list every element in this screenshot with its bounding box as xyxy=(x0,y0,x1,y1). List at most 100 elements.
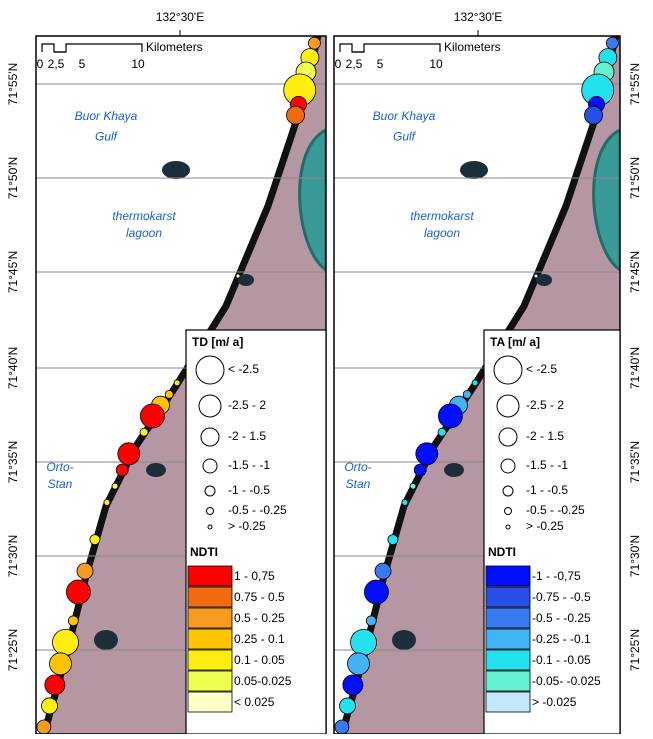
latitude-label: 71°35'N xyxy=(6,441,20,483)
legend-size xyxy=(497,395,519,417)
shoreline-circle xyxy=(416,443,438,465)
shoreline-circle xyxy=(112,483,118,489)
legend-size-label: > -0.25 xyxy=(526,519,564,533)
latitude-label: 71°50'N xyxy=(6,157,20,199)
legend-swatch xyxy=(486,671,530,691)
legend-swatch xyxy=(486,587,530,607)
legend-title: TA [m/ a] xyxy=(490,335,540,349)
legend-size xyxy=(207,508,214,515)
legend-size-label: > -0.25 xyxy=(228,519,266,533)
legend-size-label: -1 - -0.5 xyxy=(228,483,270,497)
place-name: lagoon xyxy=(126,226,162,240)
lake xyxy=(162,161,190,179)
latitude-label: 71°35'N xyxy=(628,441,642,483)
shoreline-circle xyxy=(463,390,471,398)
shoreline-circle xyxy=(410,483,416,489)
latitude-label: 71°30'N xyxy=(628,535,642,577)
place-name: thermokarst xyxy=(112,209,176,223)
legend-size xyxy=(499,428,517,446)
shoreline-circle xyxy=(375,563,391,579)
latitude-label: 71°55'N xyxy=(628,63,642,105)
meridian-label: 132°30'E xyxy=(156,10,204,24)
lake xyxy=(146,463,166,477)
legend-swatch xyxy=(188,650,232,670)
legend-swatch xyxy=(486,608,530,628)
place-name: Buor Khaya xyxy=(75,109,138,123)
legend-class-label: 0.1 - 0.05 xyxy=(234,653,285,667)
shoreline-circle xyxy=(118,443,140,465)
legend-class-label: 0.05-0.025 xyxy=(234,674,292,688)
shoreline-circle xyxy=(116,464,128,476)
shoreline-circle xyxy=(343,675,363,695)
scale-tick: 10 xyxy=(131,57,145,71)
latitude-label: 71°45'N xyxy=(628,251,642,293)
shoreline-circle xyxy=(308,37,320,49)
latitude-label: 71°40'N xyxy=(628,347,642,389)
scale-tick: 2,5 xyxy=(346,57,363,71)
legend-swatch xyxy=(486,650,530,670)
scale-tick: 5 xyxy=(377,57,384,71)
lake xyxy=(444,463,464,477)
legend-swatch xyxy=(188,566,232,586)
legend-class-label: < 0.025 xyxy=(234,695,275,709)
place-name: Buor Khaya xyxy=(373,109,436,123)
legend-class-label: -0.1 - -0.05 xyxy=(532,653,591,667)
shoreline-circle xyxy=(364,580,388,604)
legend-size xyxy=(199,395,221,417)
legend-class-label: -1 - -0,75 xyxy=(532,569,581,583)
legend-size xyxy=(208,525,212,529)
legend-size xyxy=(205,486,215,496)
legend-subtitle: NDTI xyxy=(190,545,218,559)
legend-size xyxy=(203,459,217,473)
legend-class-label: 1 - 0,75 xyxy=(234,569,275,583)
shoreline-circle xyxy=(50,653,72,675)
legend-swatch xyxy=(188,692,232,712)
place-name: Orto- xyxy=(46,460,73,474)
figure: 132°30'E 71°55'N 71°50'N 71°45'N 71°40'N 71°3… xyxy=(0,0,653,734)
legend-class-label: 0.75 - 0.5 xyxy=(234,590,285,604)
legend-title: TD [m/ a] xyxy=(192,335,243,349)
legend-swatch xyxy=(188,671,232,691)
legend-size-label: -0.5 - -0.25 xyxy=(526,503,585,517)
scale-tick: 5 xyxy=(79,57,86,71)
scale-unit: Kilometers xyxy=(444,40,501,54)
shoreline-circle xyxy=(335,720,349,734)
scale-tick: 0 xyxy=(37,57,44,71)
shoreline-circle xyxy=(287,106,305,124)
legend-class-label: > -0.025 xyxy=(532,695,577,709)
shoreline-circle xyxy=(438,404,462,428)
shoreline-circle xyxy=(414,464,426,476)
shoreline-circle xyxy=(366,616,376,626)
scale-unit: Kilometers xyxy=(146,40,203,54)
place-name: thermokarst xyxy=(410,209,474,223)
shoreline-circle xyxy=(606,37,618,49)
legend-swatch xyxy=(188,608,232,628)
place-name: Stan xyxy=(48,477,73,491)
legend-size-label: -1 - -0.5 xyxy=(526,483,568,497)
shoreline-circle xyxy=(66,580,90,604)
legend-swatch xyxy=(486,692,530,712)
legend-class-label: 0.5 - 0.25 xyxy=(234,611,285,625)
legend-swatch xyxy=(188,629,232,649)
legend-size-label: -1.5 - -1 xyxy=(228,458,270,472)
legend-size xyxy=(494,356,522,384)
shoreline-circle xyxy=(438,428,446,436)
legend-subtitle: NDTI xyxy=(488,545,516,559)
scale-tick: 0 xyxy=(335,57,342,71)
legend-size-label: < -2.5 xyxy=(526,362,557,376)
legend-swatch xyxy=(486,629,530,649)
legend-size-label: -1.5 - -1 xyxy=(526,458,568,472)
shoreline-circle xyxy=(104,499,110,505)
latitude-label: 71°55'N xyxy=(6,63,20,105)
legend-size xyxy=(503,486,513,496)
legend-class-label: -0.5 - -0.25 xyxy=(532,611,591,625)
shoreline-circle xyxy=(42,698,58,714)
legend-class-label: -0.25 - -0.1 xyxy=(532,632,591,646)
latitude-label: 71°25'N xyxy=(628,629,642,671)
legend-class-label: 0.25 - 0.1 xyxy=(234,632,285,646)
lake xyxy=(392,630,416,650)
meridian-label: 132°30'E xyxy=(454,10,502,24)
latitude-label: 71°40'N xyxy=(6,347,20,389)
legend-size xyxy=(501,459,515,473)
shoreline-circle xyxy=(585,106,603,124)
